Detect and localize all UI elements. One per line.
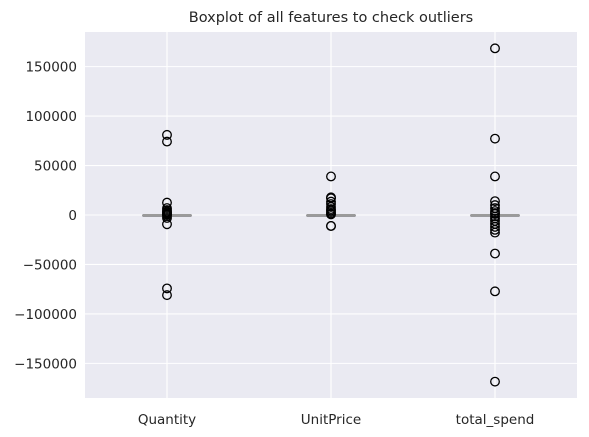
outlier-point [490, 286, 500, 297]
outlier-point [490, 376, 500, 387]
outlier-point [490, 43, 500, 54]
y-tick-label: 150000 [25, 60, 77, 76]
outlier-point [490, 133, 500, 144]
y-tick-label: −100000 [14, 307, 77, 323]
outlier-point [490, 171, 500, 182]
y-tick-label: 0 [68, 208, 77, 224]
y-tick-label: 100000 [25, 109, 77, 125]
x-tick-label: UnitPrice [301, 412, 361, 428]
outlier-point [162, 283, 172, 294]
plot-marks [142, 43, 520, 387]
outlier-point [162, 290, 172, 301]
axis-labels: −150000 −100000 −50000 0 50000 100000 150000 Qu… [14, 60, 534, 428]
outlier-point [490, 209, 500, 219]
outlier-point [162, 219, 172, 230]
outlier-point [162, 129, 172, 140]
y-tick-label: −50000 [23, 257, 77, 273]
outlier-point [490, 221, 500, 232]
outlier-point [490, 224, 500, 235]
outlier-point [162, 213, 172, 223]
outlier-point [326, 171, 336, 182]
x-tick-label: total_spend [456, 412, 535, 428]
outlier-point [162, 136, 172, 147]
x-tick-label: Quantity [138, 412, 196, 428]
y-tick-label: 50000 [34, 159, 77, 175]
outlier-point [326, 220, 336, 231]
outlier-point [490, 196, 500, 207]
outlier-point [490, 248, 500, 259]
y-tick-label: −150000 [14, 356, 77, 372]
outlier-point [326, 209, 336, 220]
chart-title: Boxplot of all features to check outlier… [189, 10, 473, 26]
outlier-point [490, 227, 500, 238]
